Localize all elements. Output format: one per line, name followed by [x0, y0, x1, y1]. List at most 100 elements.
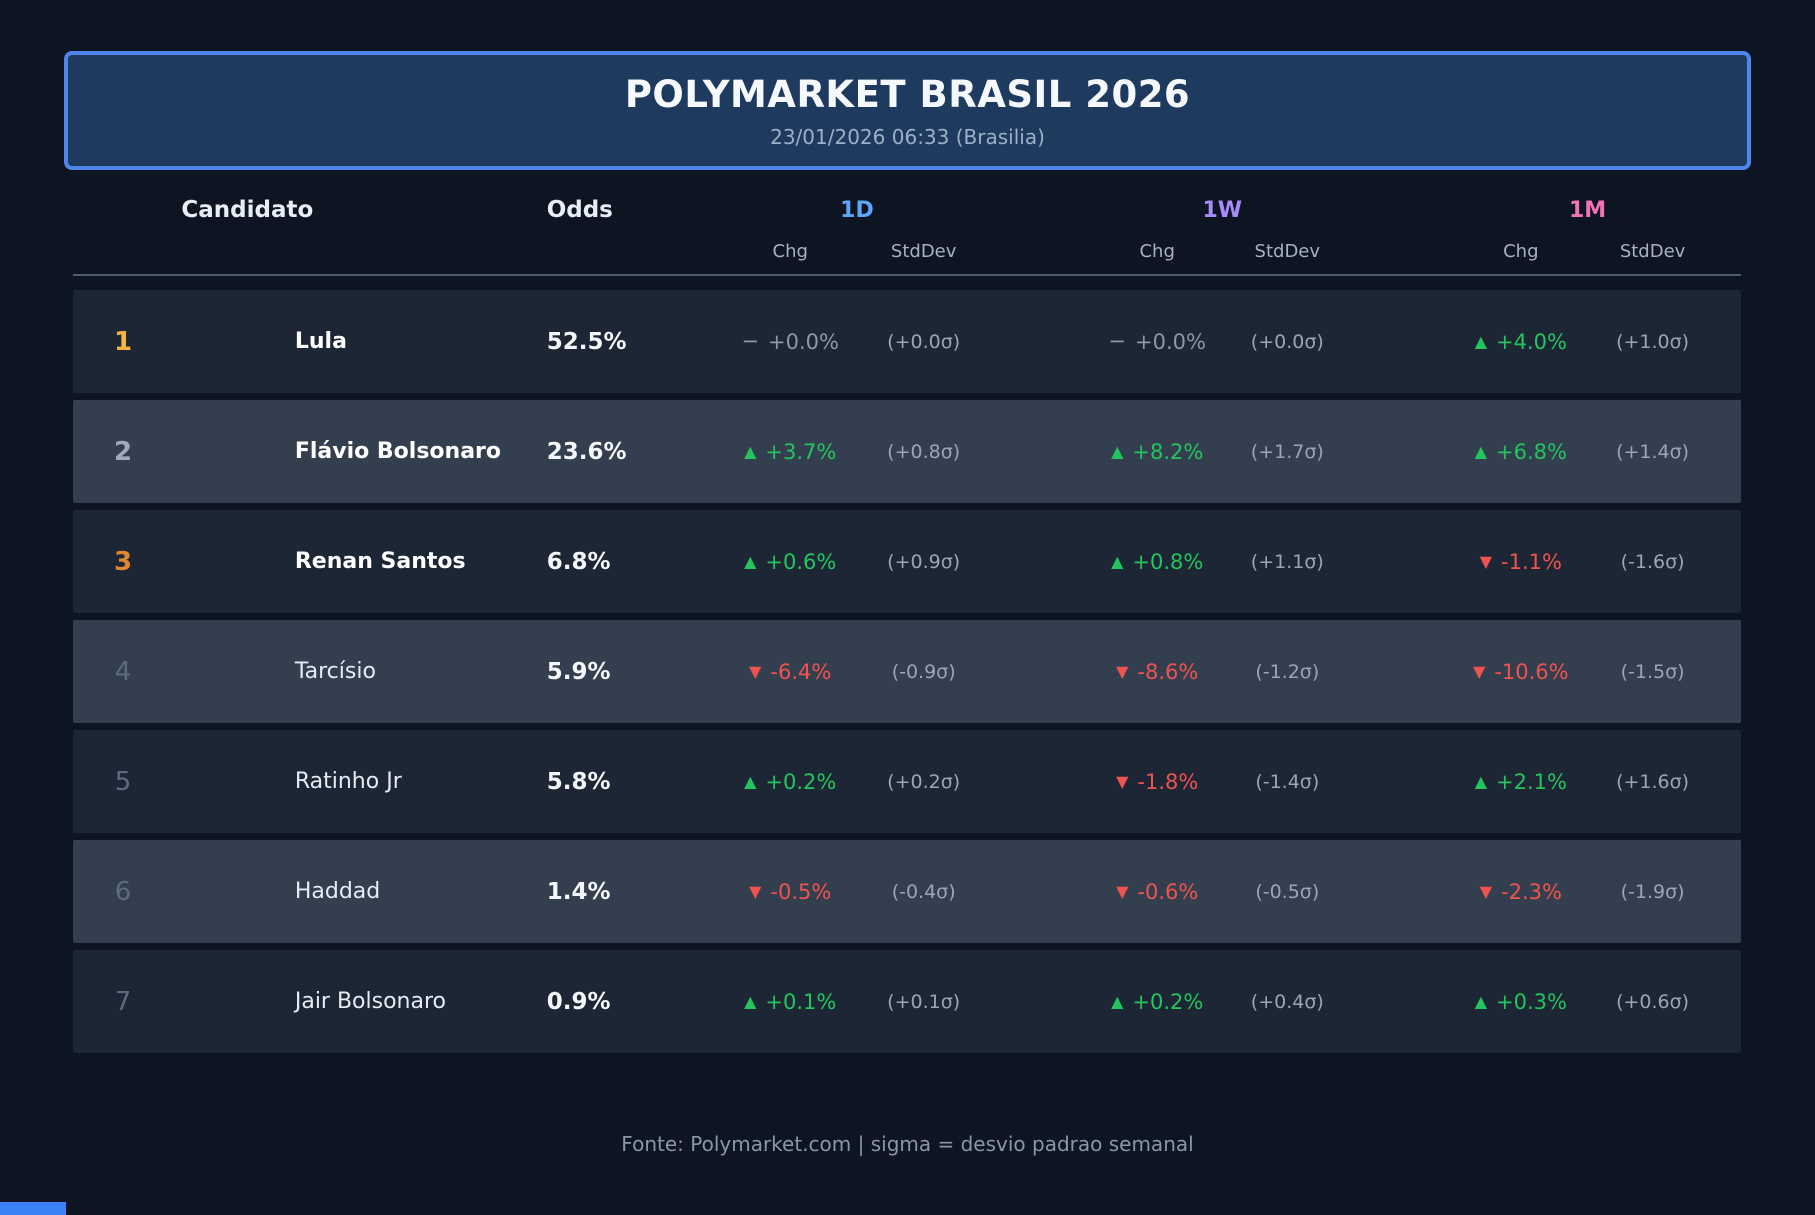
- chg-1d: ▲ +0.2%: [673, 730, 907, 833]
- chg-value: +4.0%: [1496, 329, 1567, 354]
- period-header-1d: 1D: [840, 197, 874, 223]
- chg-value: -0.5%: [770, 879, 832, 904]
- trend-arrow-icon: ▼: [1116, 661, 1129, 681]
- chg-value: -10.6%: [1494, 659, 1569, 684]
- chg-1d: ▼ -6.4%: [673, 620, 907, 723]
- subheader-1w-chg: Chg: [1139, 240, 1175, 262]
- chg-1w: − +0.0%: [1040, 290, 1274, 393]
- stddev-1w: (+0.4σ): [1250, 990, 1324, 1013]
- header-divider: [73, 274, 1741, 276]
- source-footnote: Fonte: Polymarket.com | sigma = desvio p…: [621, 1132, 1194, 1156]
- stddev-1w: (+1.1σ): [1250, 550, 1324, 573]
- trend-arrow-icon: ▲: [1111, 991, 1124, 1011]
- stddev-1w: (-0.5σ): [1255, 880, 1320, 903]
- trend-arrow-icon: ▲: [1111, 441, 1124, 461]
- chg-1m: ▲ +0.3%: [1404, 950, 1638, 1053]
- chg-value: +8.2%: [1132, 439, 1204, 464]
- stddev-1d: (+0.2σ): [887, 770, 961, 793]
- chg-value: +0.8%: [1132, 549, 1204, 574]
- chg-1w: ▲ +8.2%: [1040, 400, 1274, 503]
- stddev-1m: (+1.6σ): [1616, 770, 1690, 793]
- candidate-name: Tarcísio: [294, 659, 376, 684]
- bottom-left-accent: [0, 1202, 66, 1215]
- stddev-1m: (+1.0σ): [1616, 330, 1690, 353]
- table-row: 7 Jair Bolsonaro 0.9% ▲ +0.1% (+0.1σ) ▲ +0…: [73, 950, 1741, 1053]
- trend-arrow-icon: −: [741, 329, 760, 353]
- table-row: 5 Ratinho Jr 5.8% ▲ +0.2% (+0.2σ) ▼ -1.8% …: [73, 730, 1741, 833]
- candidate-name: Flávio Bolsonaro: [294, 439, 502, 464]
- table-row: 4 Tarcísio 5.9% ▼ -6.4% (-0.9σ) ▼ -8.6% (-…: [73, 620, 1741, 723]
- stddev-1m: (+0.6σ): [1616, 990, 1690, 1013]
- table-subheader-row: Chg StdDev Chg StdDev Chg StdDev: [73, 232, 1741, 270]
- candidate-name: Ratinho Jr: [294, 769, 402, 794]
- odds-value: 5.9%: [546, 658, 611, 685]
- stddev-1d: (+0.0σ): [887, 330, 961, 353]
- stddev-1m: (+1.4σ): [1616, 440, 1690, 463]
- column-header-odds: Odds: [546, 197, 613, 223]
- chg-1m: ▼ -2.3%: [1404, 840, 1638, 943]
- subheader-1w-stddev: StdDev: [1254, 240, 1321, 262]
- chg-value: -1.8%: [1137, 769, 1199, 794]
- stddev-1d: (+0.9σ): [887, 550, 961, 573]
- stddev-1d: (+0.1σ): [887, 990, 961, 1013]
- trend-arrow-icon: ▼: [1479, 881, 1492, 901]
- rank-number: 5: [114, 766, 132, 797]
- chg-value: -8.6%: [1137, 659, 1199, 684]
- chg-value: +0.2%: [1132, 989, 1204, 1014]
- chg-value: +0.0%: [1135, 329, 1206, 354]
- title-box: POLYMARKET BRASIL 2026 23/01/2026 06:33 …: [64, 51, 1751, 170]
- chg-1d: ▲ +0.6%: [673, 510, 907, 613]
- stddev-1w: (-1.2σ): [1255, 660, 1320, 683]
- trend-arrow-icon: ▼: [1473, 661, 1486, 681]
- table-body: 1 Lula 52.5% − +0.0% (+0.0σ) − +0.0% (+0.0…: [73, 290, 1741, 1053]
- rank-number: 2: [113, 436, 133, 467]
- table-row: 3 Renan Santos 6.8% ▲ +0.6% (+0.9σ) ▲ +0.8…: [73, 510, 1741, 613]
- trend-arrow-icon: ▲: [1474, 331, 1487, 351]
- stddev-1w: (+0.0σ): [1250, 330, 1324, 353]
- rank-number: 7: [114, 986, 132, 1017]
- candidate-name: Jair Bolsonaro: [294, 989, 446, 1014]
- odds-value: 23.6%: [546, 438, 627, 465]
- subheader-1d-chg: Chg: [772, 240, 808, 262]
- stddev-1d: (+0.8σ): [887, 440, 961, 463]
- odds-value: 0.9%: [546, 988, 611, 1015]
- chg-1m: ▼ -1.1%: [1404, 510, 1638, 613]
- stddev-1m: (-1.9σ): [1620, 880, 1685, 903]
- candidate-name: Haddad: [294, 879, 381, 904]
- chg-value: +0.0%: [768, 329, 839, 354]
- odds-value: 6.8%: [546, 548, 611, 575]
- chg-value: -6.4%: [770, 659, 832, 684]
- chg-1w: ▼ -8.6%: [1040, 620, 1274, 723]
- table-row: 1 Lula 52.5% − +0.0% (+0.0σ) − +0.0% (+0.0…: [73, 290, 1741, 393]
- period-header-1m: 1M: [1568, 197, 1607, 223]
- chg-1m: ▲ +2.1%: [1404, 730, 1638, 833]
- trend-arrow-icon: ▲: [744, 551, 757, 571]
- odds-value: 5.8%: [546, 768, 611, 795]
- period-header-1w: 1W: [1202, 197, 1243, 223]
- trend-arrow-icon: ▲: [744, 441, 757, 461]
- chg-value: -2.3%: [1501, 879, 1562, 904]
- chg-value: -1.1%: [1501, 549, 1562, 574]
- chg-value: +2.1%: [1496, 769, 1567, 794]
- table-header-row: Candidato Odds 1D 1W 1M: [73, 188, 1741, 232]
- table-row: 6 Haddad 1.4% ▼ -0.5% (-0.4σ) ▼ -0.6% (-0.…: [73, 840, 1741, 943]
- trend-arrow-icon: ▲: [744, 771, 757, 791]
- chg-1d: ▲ +3.7%: [673, 400, 907, 503]
- chg-1w: ▲ +0.2%: [1040, 950, 1274, 1053]
- candidate-name: Renan Santos: [294, 549, 466, 574]
- chg-1m: ▼ -10.6%: [1404, 620, 1638, 723]
- trend-arrow-icon: ▼: [1116, 771, 1129, 791]
- rank-number: 1: [113, 326, 133, 357]
- stddev-1m: (-1.5σ): [1620, 660, 1685, 683]
- table-row: 2 Flávio Bolsonaro 23.6% ▲ +3.7% (+0.8σ) …: [73, 400, 1741, 503]
- chg-1w: ▲ +0.8%: [1040, 510, 1274, 613]
- chg-1d: ▼ -0.5%: [673, 840, 907, 943]
- timestamp: 23/01/2026 06:33 (Brasilia): [770, 124, 1045, 149]
- trend-arrow-icon: ▲: [1474, 441, 1487, 461]
- chg-1d: ▲ +0.1%: [673, 950, 907, 1053]
- trend-arrow-icon: −: [1108, 329, 1127, 353]
- odds-value: 1.4%: [546, 878, 611, 905]
- odds-table: Candidato Odds 1D 1W 1M Chg StdDev Chg S…: [73, 188, 1741, 1060]
- chg-value: +0.3%: [1496, 989, 1567, 1014]
- page-title: POLYMARKET BRASIL 2026: [624, 72, 1191, 116]
